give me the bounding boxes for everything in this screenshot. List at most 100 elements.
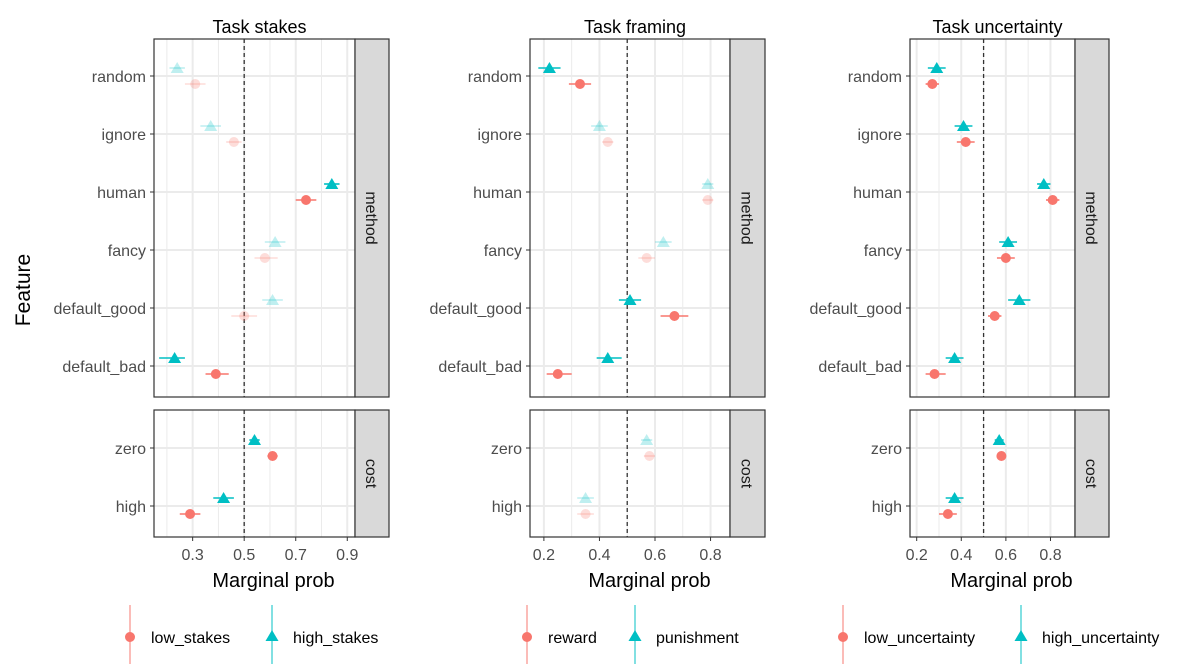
legend: low_stakes high_stakes: [125, 605, 378, 664]
y-tick-label: zero: [491, 441, 522, 458]
point-punishment-random: [542, 62, 556, 73]
point-punishment-ignore: [592, 120, 606, 131]
point-low_uncertainty-fancy: [1000, 253, 1011, 263]
point-reward-random: [575, 79, 585, 89]
point-high_uncertainty-fancy: [1001, 236, 1015, 247]
legend-key-triangle: [628, 630, 642, 641]
x-tick-label: 0.6: [644, 547, 666, 564]
point-low_stakes-human: [301, 195, 312, 205]
y-tick-label: default_good: [53, 301, 146, 318]
point-low_uncertainty-human: [1047, 195, 1058, 205]
y-tick-label: zero: [871, 441, 902, 458]
legend-item-high_stakes: high_stakes: [265, 605, 378, 664]
x-tick-label: 0.6: [995, 547, 1017, 564]
point-high_stakes-random: [170, 62, 184, 73]
y-tick-label: fancy: [108, 243, 146, 260]
legend-item-low_stakes: low_stakes: [125, 605, 230, 664]
point-punishment-high: [579, 492, 593, 503]
point-low_uncertainty-default_good: [989, 311, 1000, 321]
point-high_uncertainty-ignore: [957, 120, 971, 131]
method-facet: random ignore human fancy default_gooddefaul…: [809, 38, 1110, 398]
x-tick-label: 0.8: [699, 547, 721, 564]
point-low_stakes-ignore: [228, 137, 239, 147]
point-punishment-default_bad: [601, 352, 615, 363]
point-low_stakes-zero: [267, 451, 278, 461]
x-tick-label: 0.4: [950, 547, 972, 564]
y-tick-label: default_bad: [818, 359, 902, 376]
y-tick-label: high: [116, 499, 146, 516]
y-tick-label: ignore: [102, 127, 147, 144]
y-tick-label: default_good: [429, 301, 522, 318]
point-punishment-zero: [640, 434, 654, 445]
strip-label-method: method: [738, 191, 755, 244]
point-high_uncertainty-zero: [992, 434, 1006, 445]
y-tick-label: human: [97, 185, 146, 202]
x-tick-label: 0.2: [533, 547, 555, 564]
x-tick-label: 0.7: [285, 547, 307, 564]
strip-cost: [1074, 409, 1110, 538]
point-punishment-default_good: [623, 294, 637, 305]
y-tick-label: zero: [115, 441, 146, 458]
strip-method: [1074, 38, 1110, 398]
legend-label: punishment: [656, 630, 739, 647]
point-high_stakes-default_bad: [168, 352, 182, 363]
legend: low_uncertainty high_uncertainty: [838, 605, 1159, 664]
chart-title: Task uncertainty: [932, 17, 1062, 37]
y-tick-label: random: [92, 69, 146, 86]
y-tick-label: high: [872, 499, 902, 516]
strip-method: [729, 38, 766, 398]
x-tick-label: 0.4: [588, 547, 610, 564]
strip-label-cost: cost: [362, 459, 379, 489]
point-high_uncertainty-random: [930, 62, 944, 73]
chart-title: Task stakes: [212, 17, 306, 37]
point-high_stakes-high: [217, 492, 231, 503]
legend-label: high_uncertainty: [1042, 630, 1159, 647]
point-high_uncertainty-high: [948, 492, 962, 503]
legend-item-reward: reward: [522, 605, 597, 664]
legend-key-circle: [838, 632, 848, 642]
y-tick-label: human: [853, 185, 902, 202]
legend-item-low_uncertainty: low_uncertainty: [838, 605, 975, 664]
y-tick-label: high: [492, 499, 522, 516]
point-low_stakes-random: [190, 79, 201, 89]
strip-label-cost: cost: [738, 459, 755, 489]
chart-panel-3: Task uncertainty random ignore human fancy de…: [809, 17, 1159, 664]
method-facet: random ignore human fancy default_gooddefaul…: [53, 38, 390, 398]
point-reward-high: [580, 509, 591, 519]
panel-background: [154, 410, 355, 537]
point-reward-default_good: [669, 311, 680, 321]
point-low_uncertainty-zero: [996, 451, 1007, 461]
point-reward-fancy: [641, 253, 652, 263]
y-tick-label: default_good: [809, 301, 902, 318]
strip-cost: [729, 409, 766, 538]
y-tick-label: fancy: [484, 243, 522, 260]
point-low_uncertainty-default_bad: [929, 369, 940, 379]
strip-label-cost: cost: [1082, 459, 1099, 489]
x-tick-label: 0.2: [906, 547, 928, 564]
legend-label: low_uncertainty: [864, 630, 975, 647]
point-high_stakes-fancy: [268, 236, 282, 247]
x-axis-title: Marginal prob: [950, 570, 1072, 592]
legend-item-high_uncertainty: high_uncertainty: [1014, 605, 1159, 664]
strip-label-method: method: [362, 191, 379, 244]
point-punishment-human: [701, 178, 715, 189]
point-reward-ignore: [602, 137, 613, 147]
y-axis-title: Feature: [12, 254, 35, 326]
strip-method: [354, 38, 390, 398]
y-tick-label: default_bad: [438, 359, 522, 376]
chart-panel-1: Task stakes random ignore human fancy default…: [53, 17, 390, 664]
point-high_stakes-default_good: [266, 294, 280, 305]
panel-background: [530, 410, 730, 537]
y-tick-label: fancy: [864, 243, 902, 260]
point-reward-human: [702, 195, 713, 205]
legend-key-triangle: [265, 630, 279, 641]
x-tick-label: 0.3: [182, 547, 204, 564]
point-high_stakes-zero: [248, 434, 261, 445]
x-tick-label: 0.5: [233, 547, 255, 564]
x-axis-title: Marginal prob: [588, 570, 710, 592]
point-low_stakes-default_bad: [210, 369, 221, 379]
strip-label-method: method: [1082, 191, 1099, 244]
x-tick-label: 0.8: [1039, 547, 1061, 564]
panel-background: [154, 39, 355, 397]
